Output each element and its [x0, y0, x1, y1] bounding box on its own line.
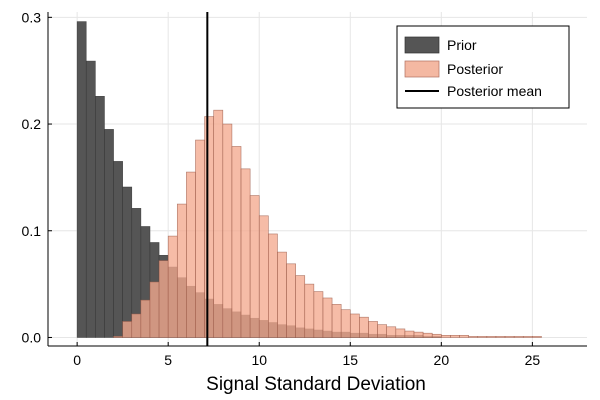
- posterior-bar: [368, 321, 378, 338]
- prior-bar: [104, 129, 114, 338]
- posterior-bar: [431, 333, 442, 338]
- legend: Prior Posterior Posterior mean: [396, 25, 570, 109]
- posterior-bar: [122, 321, 133, 338]
- posterior-bar: [167, 235, 178, 338]
- legend-swatch-prior: [404, 36, 440, 54]
- posterior-bar: [422, 332, 433, 338]
- posterior-bar: [204, 116, 215, 338]
- y-tick-label: 0.0: [22, 329, 42, 345]
- posterior-bar: [258, 215, 269, 338]
- legend-label-posterior: Posterior: [447, 61, 503, 77]
- posterior-bars: [113, 109, 542, 338]
- posterior-bar: [413, 331, 424, 338]
- posterior-bar: [359, 316, 369, 338]
- y-tick-label: 0.2: [22, 116, 42, 132]
- posterior-bar: [386, 326, 397, 338]
- posterior-bar: [222, 123, 233, 338]
- posterior-bar: [195, 139, 205, 338]
- posterior-bar: [459, 335, 469, 338]
- posterior-bar: [377, 324, 387, 338]
- posterior-bar: [268, 233, 278, 338]
- posterior-bar: [468, 336, 479, 338]
- posterior-bar: [313, 291, 324, 338]
- posterior-bar: [295, 275, 306, 338]
- posterior-bar: [149, 281, 160, 338]
- prior-bar: [122, 186, 133, 338]
- posterior-bar: [513, 336, 524, 338]
- posterior-bar: [450, 335, 460, 338]
- posterior-bar: [322, 297, 333, 338]
- posterior-bar: [486, 336, 497, 338]
- posterior-bar: [522, 336, 533, 338]
- prior-bar: [113, 161, 123, 338]
- posterior-bar: [240, 168, 251, 338]
- legend-label-prior: Prior: [447, 37, 477, 53]
- posterior-bar: [495, 336, 506, 338]
- posterior-bar: [349, 313, 360, 338]
- posterior-bar: [277, 251, 287, 338]
- axes: 0 5 10 15 20 25 0.0 0.1 0.2 0.3: [22, 9, 587, 368]
- y-tick-label: 0.3: [22, 9, 42, 25]
- posterior-bar: [249, 195, 260, 338]
- posterior-bar: [158, 260, 169, 338]
- prior-bar: [76, 21, 87, 338]
- posterior-bar: [404, 330, 415, 338]
- posterior-bar: [340, 309, 351, 338]
- x-axis-label: Signal Standard Deviation: [206, 374, 426, 395]
- prior-bar: [95, 96, 105, 338]
- posterior-bar: [532, 336, 542, 338]
- posterior-bar: [441, 335, 451, 338]
- prior-bar: [85, 60, 96, 338]
- posterior-bar: [186, 171, 196, 338]
- posterior-bar: [304, 283, 315, 338]
- x-tick-label: 10: [251, 352, 267, 368]
- posterior-bar: [113, 336, 123, 338]
- posterior-bar: [477, 336, 488, 338]
- posterior-bar: [176, 203, 187, 338]
- legend-label-posterior-mean: Posterior mean: [447, 83, 542, 99]
- legend-swatch-posterior: [404, 60, 440, 78]
- x-tick-label: 25: [525, 352, 541, 368]
- posterior-bar: [331, 304, 342, 338]
- posterior-bar: [213, 109, 224, 338]
- posterior-bar: [286, 263, 296, 338]
- posterior-bar: [504, 336, 515, 338]
- posterior-bar: [395, 328, 406, 338]
- x-tick-label: 15: [342, 352, 358, 368]
- y-tick-label: 0.1: [22, 223, 42, 239]
- posterior-bar: [131, 313, 142, 338]
- x-tick-label: 5: [164, 352, 172, 368]
- posterior-bar: [231, 146, 242, 338]
- x-tick-label: 0: [73, 352, 81, 368]
- posterior-bar: [140, 299, 151, 338]
- x-tick-label: 20: [434, 352, 450, 368]
